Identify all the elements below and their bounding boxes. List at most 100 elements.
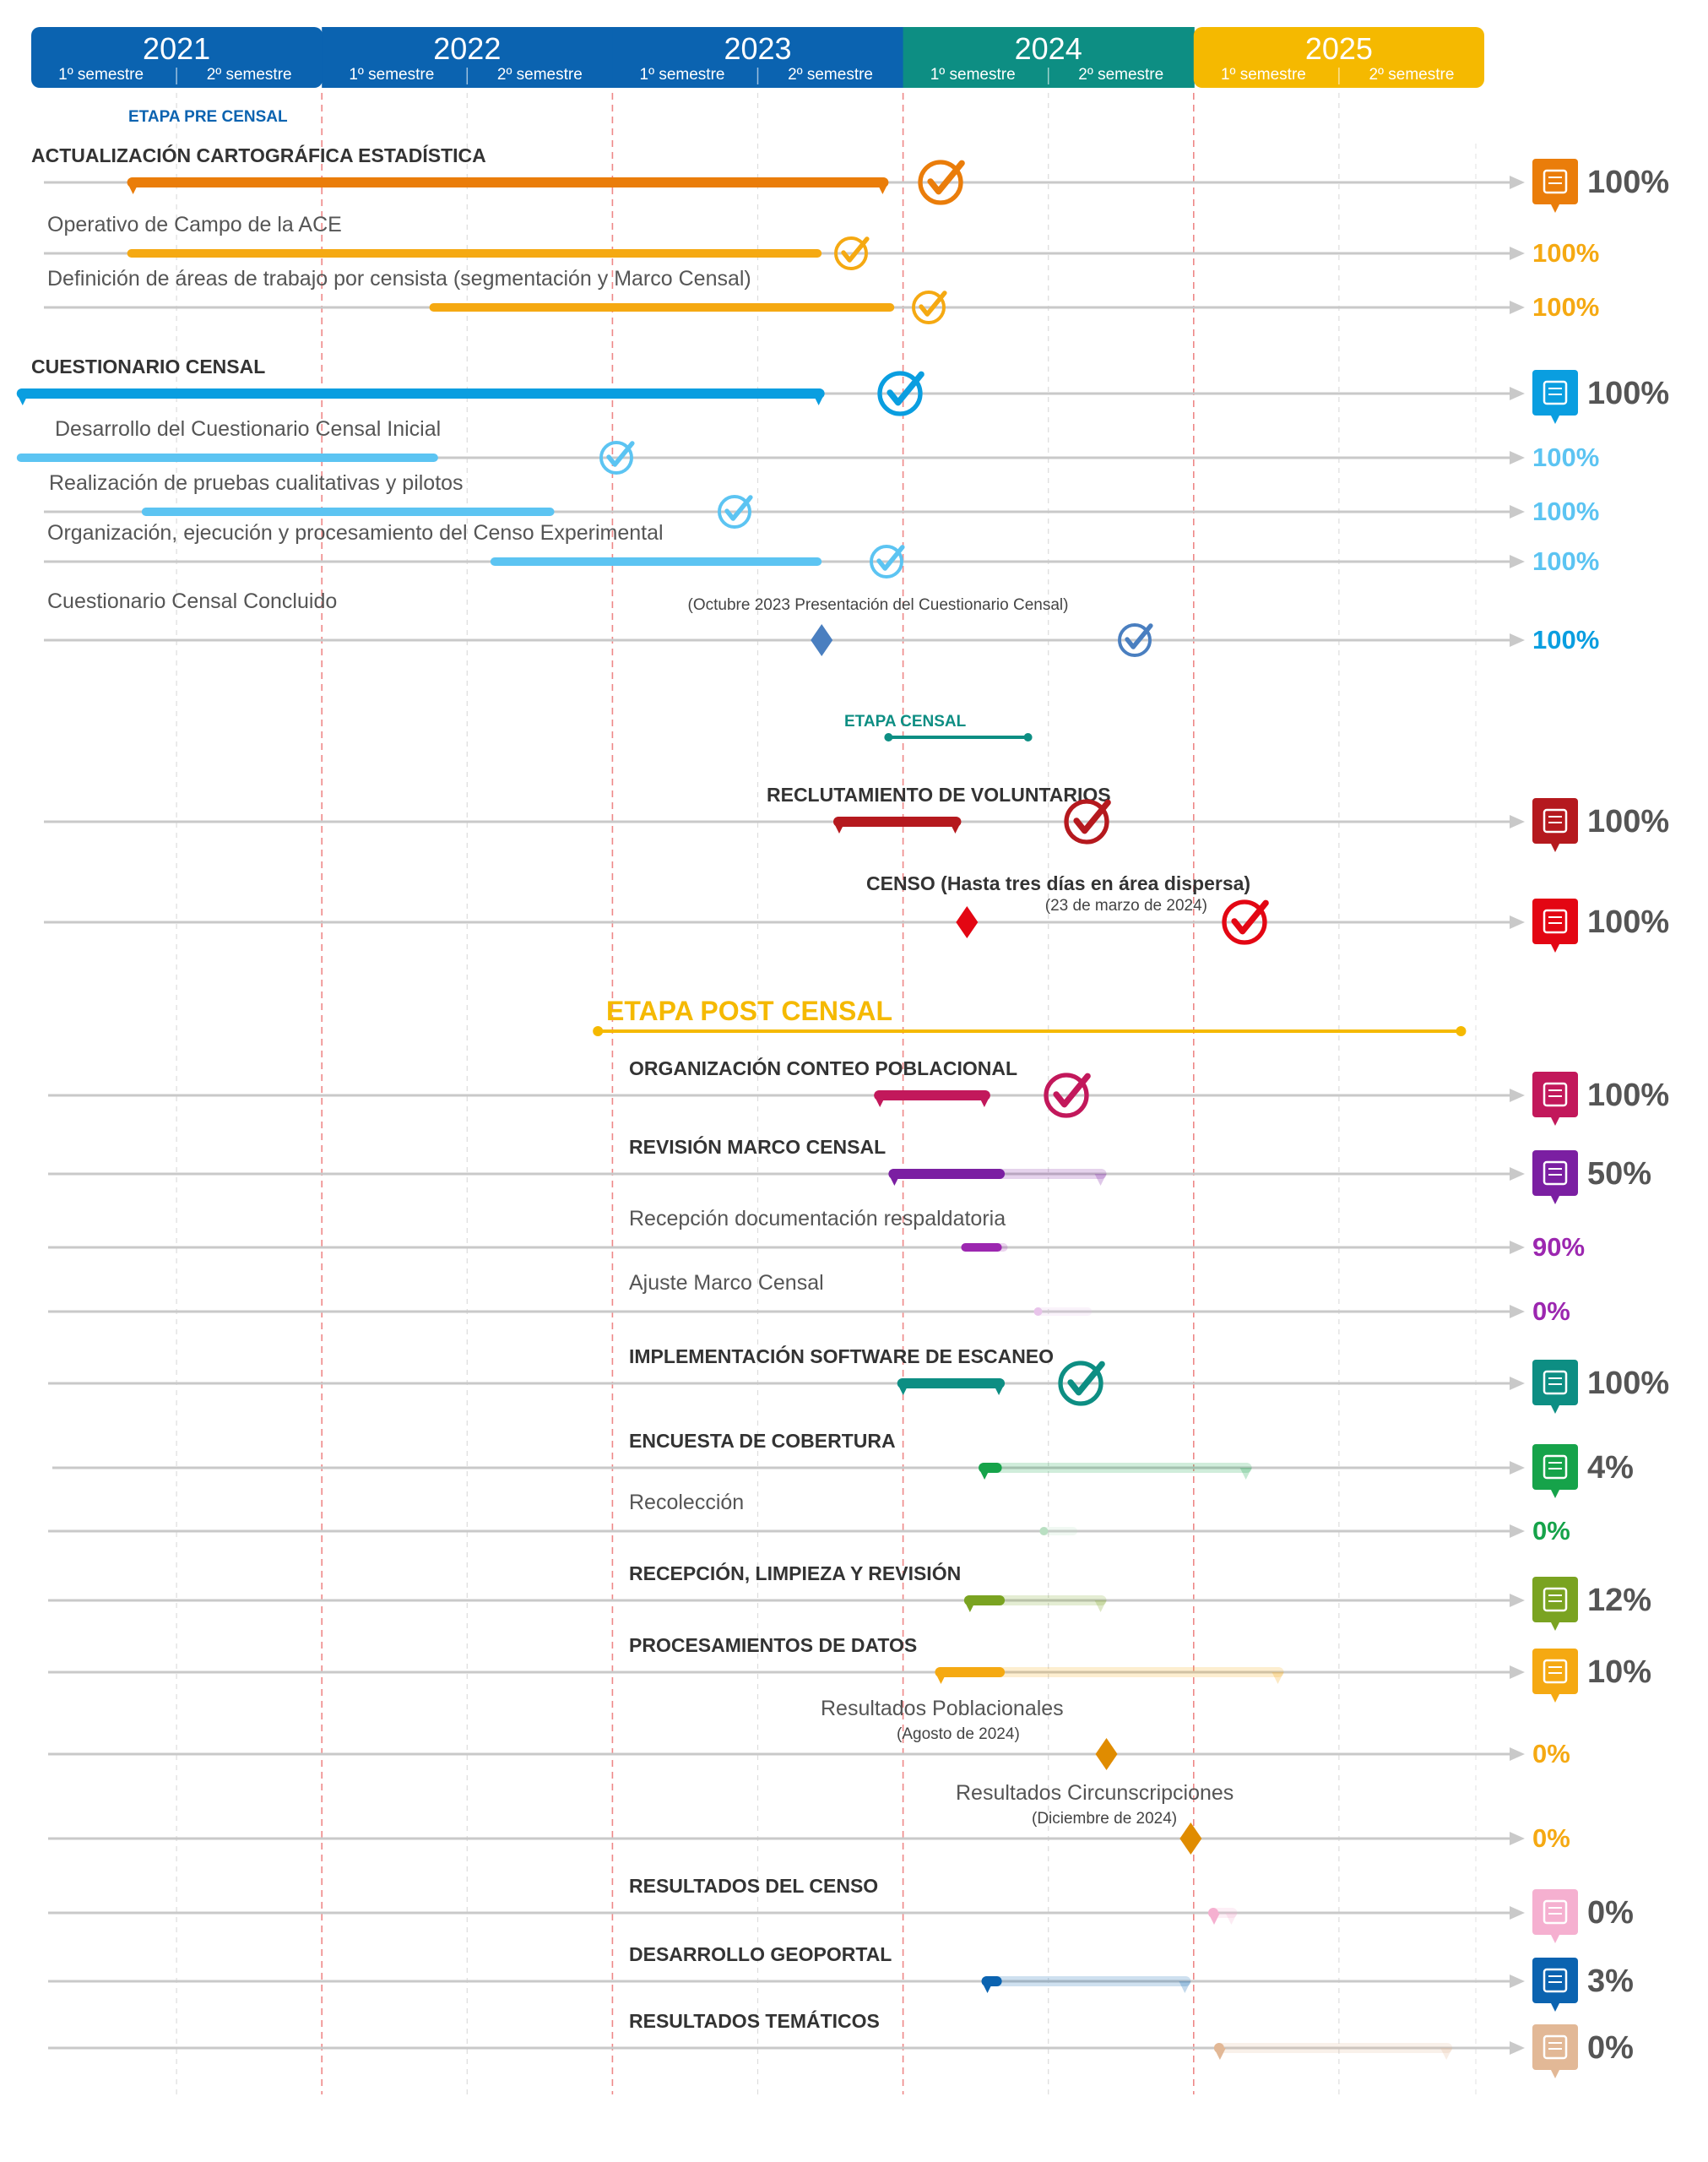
icon-glyph — [1543, 380, 1568, 405]
icon-glyph — [1543, 1454, 1568, 1480]
progress-percent: 0% — [1532, 1516, 1570, 1545]
progress-percent: 100% — [1532, 292, 1599, 322]
task-label: Desarrollo del Cuestionario Censal Inici… — [55, 417, 441, 441]
check-tick — [606, 441, 635, 467]
icon-tile — [1532, 2024, 1578, 2070]
task-row: CUESTIONARIO CENSAL 100% — [16, 356, 1669, 424]
bar-done — [897, 1378, 1006, 1388]
check-tick — [876, 545, 905, 571]
icon-tile — [1532, 1649, 1578, 1694]
check-ring — [912, 291, 946, 324]
progress-percent: 0% — [1532, 1296, 1570, 1326]
bar-start-marker — [1213, 2048, 1226, 2060]
row-axis-arrow — [1510, 1167, 1525, 1181]
bar-end-marker — [1179, 1981, 1191, 1993]
icon-tile-pointer — [1551, 944, 1559, 953]
check-tick — [1053, 1073, 1091, 1108]
year-label-2024: 2024 — [1015, 31, 1082, 66]
semester-label: 2º semestre — [788, 66, 873, 84]
completion-check-icon — [1222, 899, 1269, 945]
row-axis-arrow — [1510, 633, 1525, 647]
semester-label: 1º semestre — [58, 66, 144, 84]
task-note: (Octubre 2023 Presentación del Cuestiona… — [688, 596, 1069, 614]
milestone-diamond — [1095, 1738, 1118, 1770]
icon-glyph — [1543, 1160, 1568, 1186]
bar-done — [832, 817, 962, 827]
geoportal-icon — [1532, 1958, 1578, 2012]
year-label-2021: 2021 — [143, 31, 210, 66]
bar-end-marker — [1094, 1174, 1107, 1186]
check-tick — [724, 495, 753, 521]
icon-glyph — [1543, 1968, 1568, 1993]
icon-tile-pointer — [1551, 2003, 1559, 2012]
row-axis-arrow — [1510, 1377, 1525, 1390]
task-label: Organización, ejecución y procesamiento … — [47, 521, 664, 545]
bar-remaining — [1213, 2043, 1453, 2053]
semester-label: 2º semestre — [497, 66, 583, 84]
progress-percent: 100% — [1532, 546, 1599, 576]
stage-post-dot — [1456, 1026, 1467, 1036]
task-label: Operativo de Campo de la ACE — [47, 213, 342, 236]
icon-tile — [1532, 1577, 1578, 1622]
icon-tile-pointer — [1551, 416, 1559, 424]
bar-end-marker — [1440, 2048, 1453, 2060]
census-icon — [1532, 899, 1578, 953]
icon-glyph — [1543, 1899, 1568, 1925]
task-label: RECEPCIÓN, LIMPIEZA Y REVISIÓN — [629, 1562, 961, 1584]
bar-done — [1033, 1307, 1043, 1316]
progress-percent: 0% — [1587, 1895, 1634, 1931]
task-row: ACTUALIZACIÓN CARTOGRÁFICA ESTADÍSTICA 10… — [31, 144, 1669, 213]
milestone-diamond — [1179, 1822, 1202, 1855]
progress-percent: 10% — [1587, 1654, 1651, 1690]
check-ring — [1222, 899, 1267, 945]
icon-tile — [1532, 1958, 1578, 2003]
bar-start-marker — [888, 1174, 901, 1186]
check-ring — [834, 236, 868, 270]
task-row: PROCESAMIENTOS DE DATOS 10% — [48, 1634, 1651, 1703]
year-label-2023: 2023 — [724, 31, 791, 66]
icon-glyph — [1543, 1082, 1568, 1107]
progress-percent: 90% — [1532, 1232, 1585, 1262]
bar-end-marker — [1272, 1672, 1284, 1684]
check-ring — [870, 545, 903, 579]
task-label: Realización de pruebas cualitativas y pi… — [49, 471, 464, 495]
check-ring — [1058, 1361, 1103, 1406]
check-ring — [718, 495, 751, 529]
completion-check-icon — [877, 371, 924, 416]
progress-percent: 100% — [1532, 625, 1599, 655]
task-label: ENCUESTA DE COBERTURA — [629, 1430, 896, 1452]
task-row: IMPLEMENTACIÓN SOFTWARE DE ESCANEO 100% — [48, 1344, 1669, 1414]
milestone-diamond — [811, 624, 833, 656]
progress-percent: 12% — [1587, 1583, 1651, 1618]
progress-percent: 100% — [1587, 904, 1669, 940]
bar-end-marker — [993, 1383, 1006, 1395]
task-label: Ajuste Marco Censal — [629, 1271, 824, 1295]
task-label: Cuestionario Censal Concluido — [47, 589, 337, 613]
row-axis-arrow — [1510, 1305, 1525, 1318]
bar-done — [961, 1243, 1002, 1252]
grid-lines — [176, 93, 1477, 2094]
stage-censal-dot — [884, 733, 893, 741]
task-label: Resultados Circunscripciones — [956, 1781, 1234, 1805]
bar-end-marker — [949, 822, 962, 834]
row-axis-arrow — [1510, 247, 1525, 260]
row-axis-arrow — [1510, 505, 1525, 519]
thematic-results-icon — [1532, 2024, 1578, 2078]
data-processing-icon — [1532, 1649, 1578, 1703]
check-tick — [927, 160, 965, 195]
icon-tile-pointer — [1551, 2070, 1559, 2078]
progress-percent: 100% — [1532, 443, 1599, 472]
progress-percent: 100% — [1587, 1366, 1669, 1401]
bar-done — [874, 1090, 990, 1100]
task-row: RECEPCIÓN, LIMPIEZA Y REVISIÓN 12% — [48, 1562, 1651, 1631]
row-axis-arrow — [1510, 1461, 1525, 1475]
icon-tile — [1532, 798, 1578, 844]
year-band-2025 — [1193, 27, 1484, 88]
bar-start-marker — [832, 822, 845, 834]
survey-icon — [1532, 1444, 1578, 1498]
row-axis-arrow — [1510, 451, 1525, 464]
frame-icon — [1532, 1150, 1578, 1204]
row-axis-arrow — [1510, 815, 1525, 828]
icon-tile-pointer — [1551, 844, 1559, 852]
